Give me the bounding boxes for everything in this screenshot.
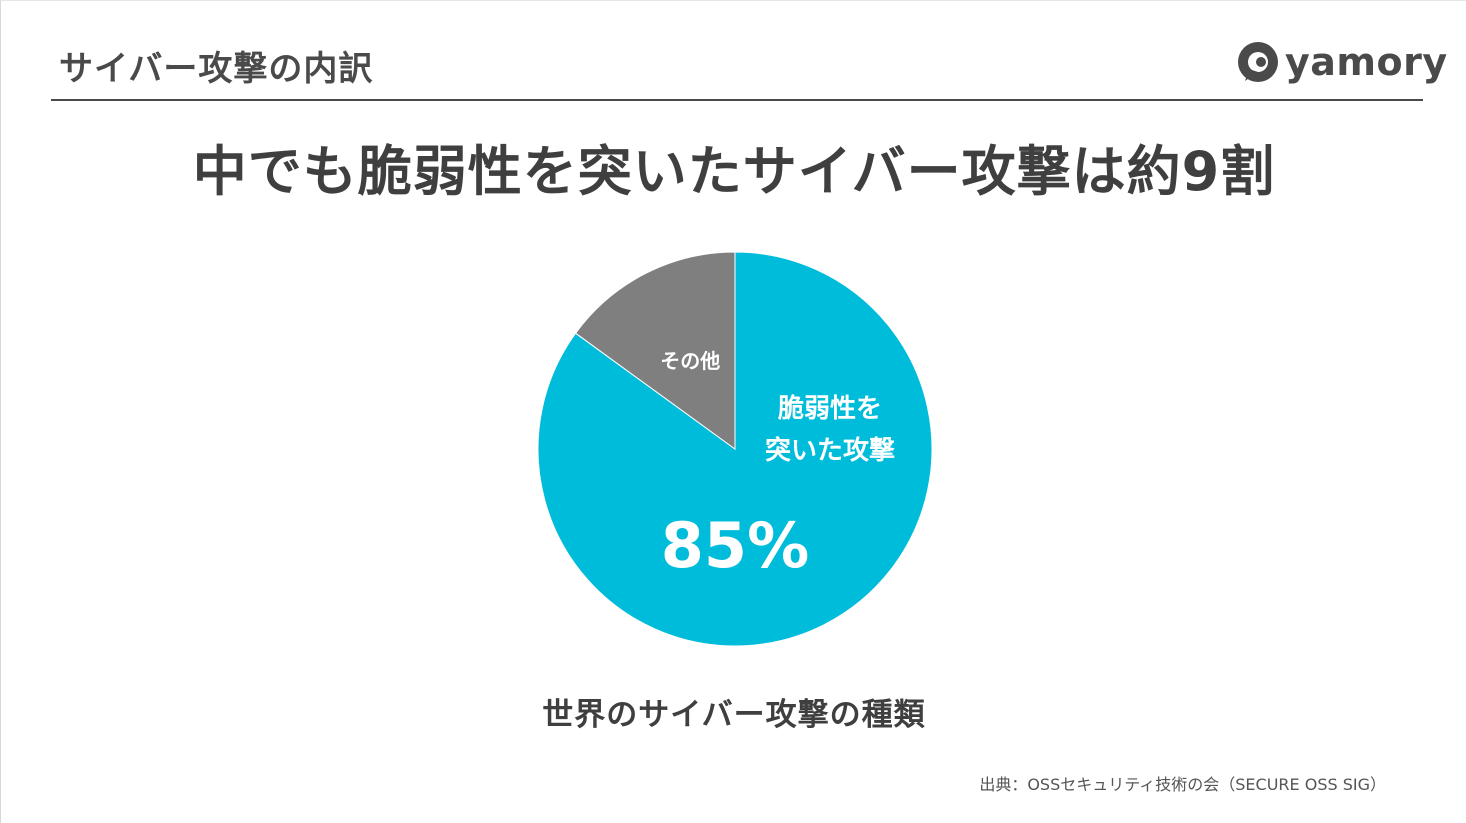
source-citation: 出典：OSSセキュリティ技術の会（SECURE OSS SIG） [979, 775, 1386, 794]
page-title: サイバー攻撃の内訳 [59, 49, 374, 89]
logo-wordmark: yamory [1285, 40, 1448, 84]
headline: 中でも脆弱性を突いたサイバー攻撃は約9割 [192, 140, 1276, 203]
slice-label: その他 [660, 349, 720, 373]
pie-slice [574, 251, 736, 450]
brand-logo: yamory [1235, 39, 1448, 85]
slice-label: 突いた攻撃 [765, 435, 895, 466]
header-divider [51, 99, 1423, 101]
yamory-logo-icon [1238, 42, 1278, 82]
slice-label: 脆弱性を [778, 393, 882, 424]
chart-caption: 世界のサイバー攻撃の種類 [542, 697, 926, 733]
slice-value-label: 85% [661, 509, 809, 582]
